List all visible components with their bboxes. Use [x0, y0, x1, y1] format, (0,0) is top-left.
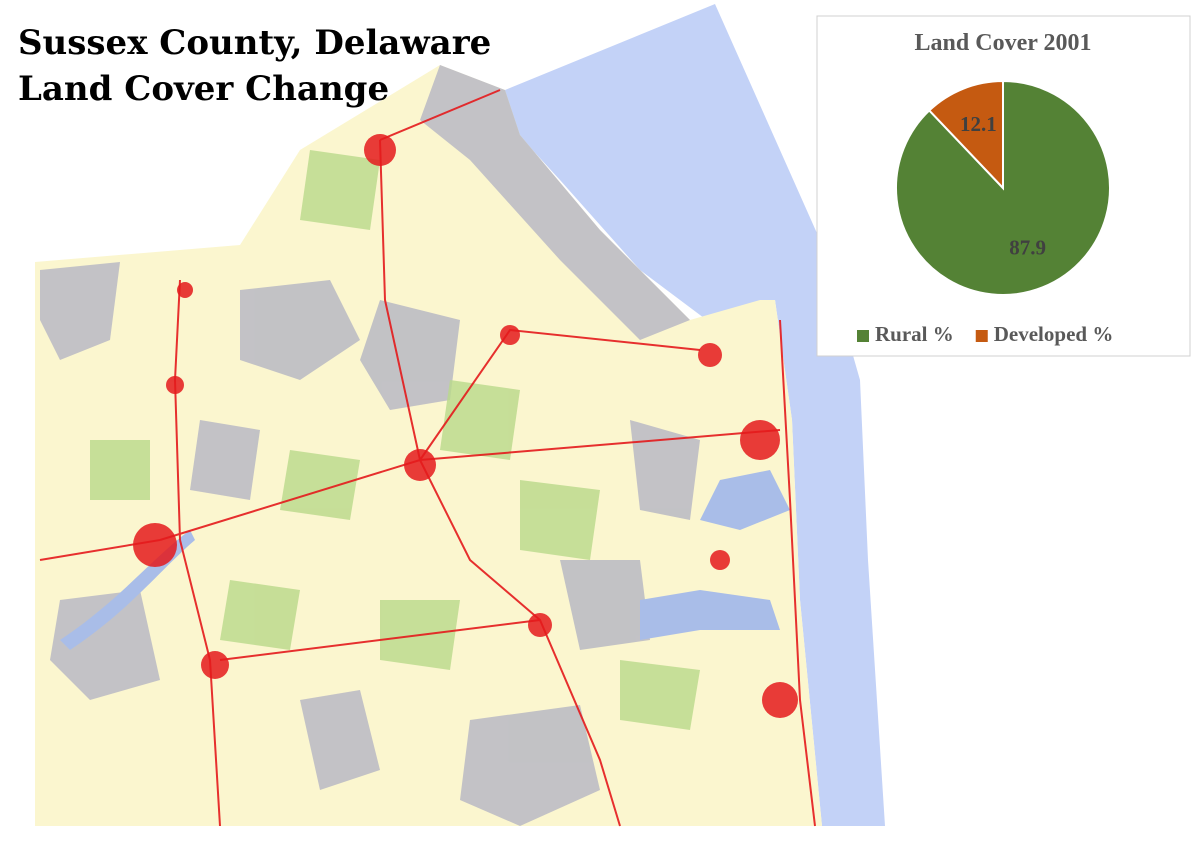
legend-swatch: [975, 330, 988, 342]
legend-label: Rural %: [875, 322, 954, 346]
map-title: Land Cover Change: [18, 69, 389, 109]
data-label: 12.1: [960, 112, 997, 136]
crop-patches: [90, 150, 700, 730]
towns: [133, 134, 798, 718]
ocean: [505, 4, 885, 826]
legend-label: Developed %: [994, 322, 1114, 346]
legend-swatch: [857, 330, 869, 342]
chart-title: Land Cover 2001: [915, 30, 1092, 56]
data-label: 87.9: [1009, 235, 1046, 259]
forest-patches: [40, 65, 700, 826]
pie-slice: [927, 79, 1004, 191]
map-title: Sussex County, Delaware: [18, 23, 491, 63]
